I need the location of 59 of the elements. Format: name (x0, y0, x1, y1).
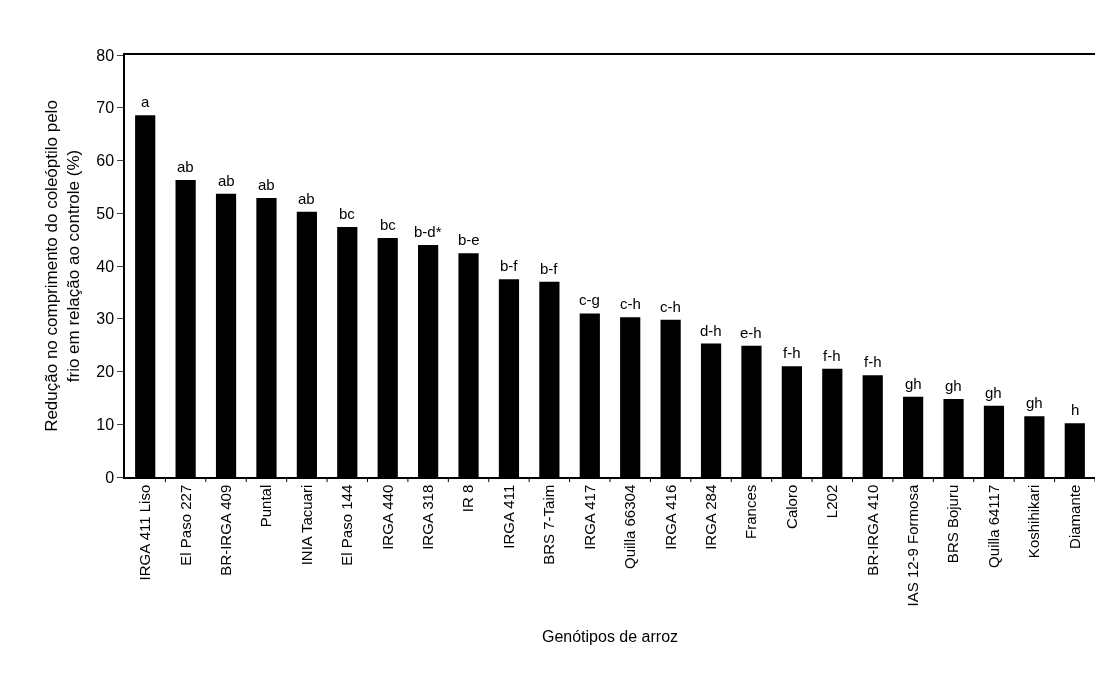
y-tick-label: 30 (96, 310, 115, 328)
x-tick-label: IRGA 417 (580, 484, 598, 550)
annotation: c-h (660, 298, 681, 315)
x-tick-label: L202 (823, 484, 841, 519)
annotation: d-h (700, 322, 722, 339)
x-tick-label: IRGA 440 (378, 484, 396, 550)
annotation: gh (905, 375, 922, 392)
x-tick-label: IRGA 411 Liso (136, 484, 154, 581)
annotation: gh (985, 384, 1002, 401)
x-axis-title: Genótipos de arroz (541, 627, 679, 645)
annotation: gh (945, 377, 962, 394)
annotation: b-f (540, 260, 559, 277)
y-tick-label: 40 (96, 257, 115, 275)
x-tick-label: El Paso 144 (338, 484, 356, 566)
annotation: c-h (620, 295, 641, 312)
x-tick-label: El Paso 227 (176, 484, 194, 566)
x-tick-label: IRGA 416 (661, 484, 679, 550)
y-tick-label: 0 (105, 468, 115, 486)
x-tick-label: IRGA 411 (499, 484, 517, 549)
x-tick-label: BRS 7-Taim (540, 484, 558, 565)
x-tick-label: IR 8 (459, 484, 477, 513)
y-tick-label: 20 (96, 363, 115, 381)
annotation: bc (380, 216, 397, 233)
annotation: ab (218, 172, 235, 189)
x-tick-label: Quilla 66304 (621, 484, 639, 569)
annotation: ab (177, 158, 194, 175)
x-tick-label: Koshihikari (1025, 484, 1043, 559)
x-tick-label: Quilla 64117 (984, 484, 1002, 568)
annotation: e-h (740, 324, 762, 341)
annotation: ab (298, 190, 315, 207)
y-tick-label: 10 (96, 415, 115, 433)
y-axis-title: Redução no comprimento do coleóptilo pelo frio em relação ao controle (%) (42, 100, 84, 432)
x-tick-label: IRGA 284 (701, 484, 719, 550)
annotation: b-f (500, 257, 519, 274)
annotation: f-h (783, 344, 801, 361)
annotation: gh (1026, 394, 1043, 411)
x-tick-label: INIA Tacuari (297, 484, 315, 566)
annotation: f-h (823, 347, 841, 364)
y-tick-label: 70 (96, 99, 115, 117)
annotation: b-e (458, 231, 480, 248)
annotation: f-h (864, 353, 882, 370)
x-tick-label: IAS 12-9 Formosa (904, 484, 922, 607)
annotation: bc (339, 205, 356, 222)
x-tick-label: BRS Bojuru (944, 484, 962, 564)
x-tick-label: IRGA 318 (418, 484, 436, 550)
x-tick-label: Frances (742, 484, 760, 539)
x-tick-label: BR-IRGA 410 (863, 484, 881, 576)
annotation: h (1071, 401, 1080, 418)
x-tick-label: BR-IRGA 409 (216, 484, 234, 576)
y-tick-label: 60 (96, 152, 115, 170)
x-tick-label: Caloro (782, 484, 800, 529)
annotation: ab (258, 176, 275, 193)
annotation: b-d* (414, 223, 442, 240)
annotation: c-g (579, 291, 600, 308)
y-tick-label: 80 (96, 46, 115, 64)
annotation: a (141, 93, 150, 110)
x-tick-label: Puntal (257, 484, 275, 528)
x-tick-label: Diamante (1065, 484, 1083, 549)
y-tick-label: 50 (96, 204, 115, 222)
